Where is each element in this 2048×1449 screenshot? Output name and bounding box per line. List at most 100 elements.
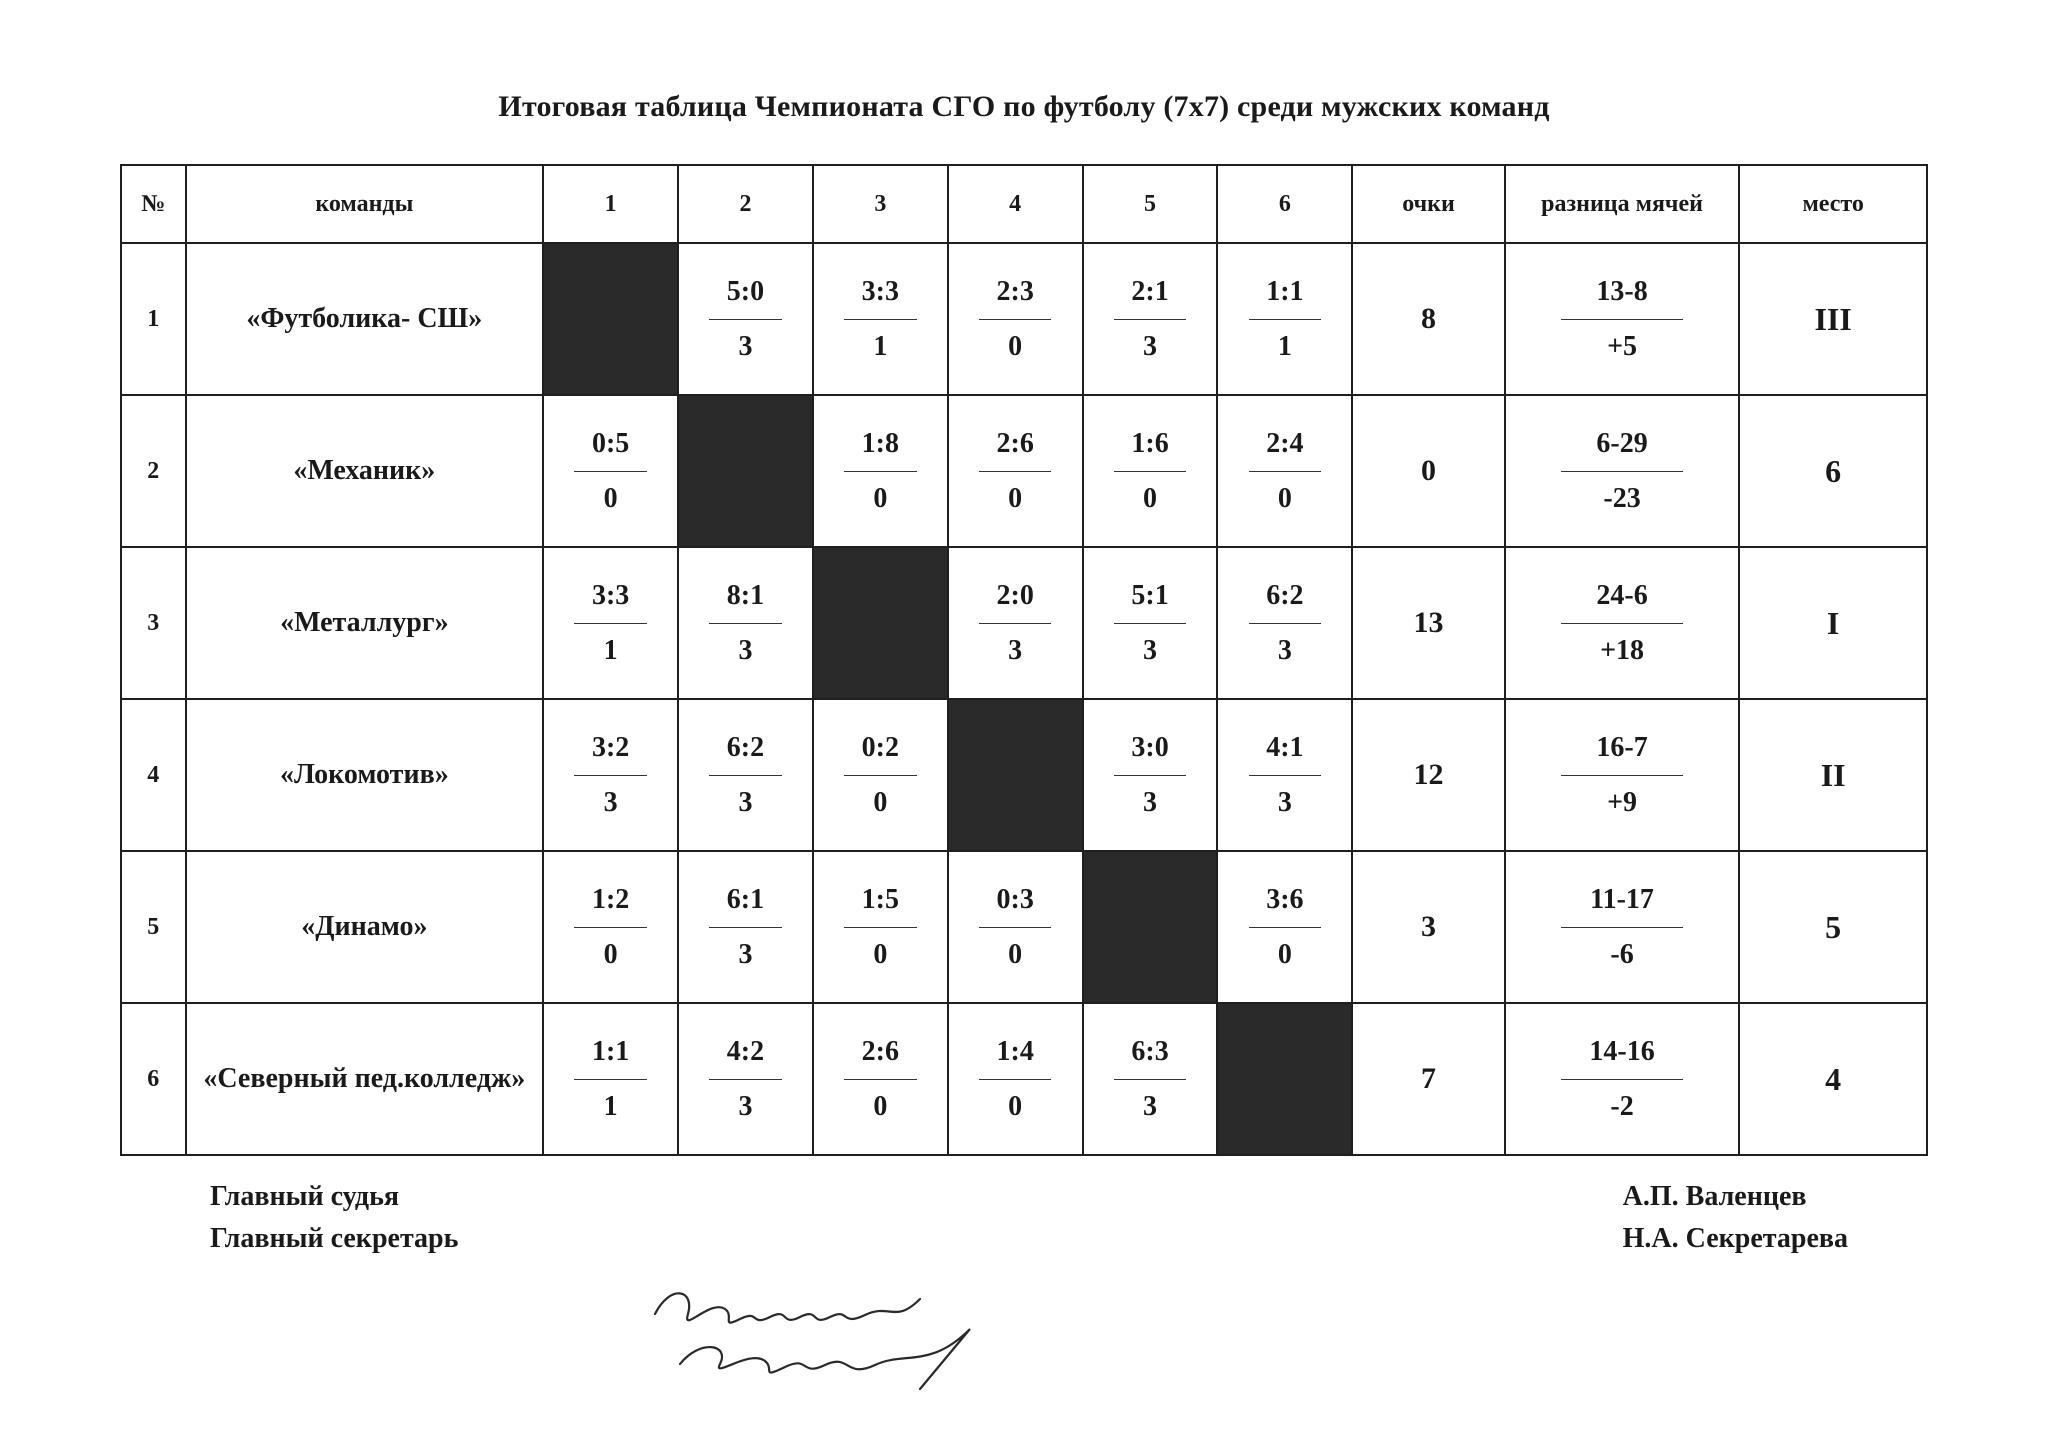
match-cell: 1:2 0 (543, 851, 678, 1003)
match-score: 6:2 (1266, 579, 1303, 613)
match-cell: 2:40 (1217, 395, 1352, 547)
match-points: 3 (1143, 1090, 1157, 1124)
match-points: 1 (873, 330, 887, 364)
table-row: 5«Динамо»1:206:131:500:303:60311-17-65 (121, 851, 1927, 1003)
table-row: 6«Северный пед.колледж»1:114:232:601:406… (121, 1003, 1927, 1155)
match-cell: 4:13 (1217, 699, 1352, 851)
match-points: 0 (873, 1090, 887, 1124)
match-points: 0 (604, 938, 618, 972)
goals-for-against: 6-29 (1596, 427, 1647, 461)
match-points: 0 (1008, 938, 1022, 972)
total-points: 12 (1352, 699, 1504, 851)
match-cell: 5:03 (678, 243, 813, 395)
diagonal-cell (1217, 1003, 1352, 1155)
match-score: 0:2 (862, 731, 899, 765)
header-col-1: 1 (543, 165, 678, 243)
match-score: 1:1 (592, 1035, 629, 1069)
match-cell: 2:6 0 (948, 395, 1083, 547)
match-points: 0 (604, 482, 618, 516)
match-score: 1:2 (592, 883, 629, 917)
match-cell: 0:20 (813, 699, 948, 851)
match-score: 3:0 (1131, 731, 1168, 765)
place: II (1739, 699, 1927, 851)
match-score: 1:6 (1131, 427, 1168, 461)
match-score: 3:2 (592, 731, 629, 765)
match-cell: 5:13 (1083, 547, 1218, 699)
match-cell: 2:30 (948, 243, 1083, 395)
team-name: «Локомотив» (186, 699, 544, 851)
match-score: 2:4 (1266, 427, 1303, 461)
header-teams: команды (186, 165, 544, 243)
goal-diff: 6-29 -23 (1505, 395, 1740, 547)
row-number: 2 (121, 395, 186, 547)
match-cell: 3:2 3 (543, 699, 678, 851)
goals-for-against: 16-7 (1596, 731, 1647, 765)
place: 4 (1739, 1003, 1927, 1155)
match-cell: 0:30 (948, 851, 1083, 1003)
goal-diff: 24-6 +18 (1505, 547, 1740, 699)
match-points: 3 (738, 938, 752, 972)
match-score: 3:3 (592, 579, 629, 613)
row-number: 1 (121, 243, 186, 395)
team-name: «Динамо» (186, 851, 544, 1003)
match-cell: 2:03 (948, 547, 1083, 699)
footer: Главный судья Главный секретарь А.П. Вал… (120, 1181, 1928, 1255)
match-points: 3 (1143, 330, 1157, 364)
table-row: 3«Металлург»3:318:132:035:136:231324-6+1… (121, 547, 1927, 699)
match-score: 4:2 (727, 1035, 764, 1069)
match-points: 3 (738, 1090, 752, 1124)
match-score: 2:6 (997, 427, 1034, 461)
diagonal-cell (678, 395, 813, 547)
goal-diff-value: -6 (1610, 938, 1633, 972)
match-points: 3 (1008, 634, 1022, 668)
goals-for-against: 11-17 (1590, 883, 1654, 917)
header-col-2: 2 (678, 165, 813, 243)
place: 5 (1739, 851, 1927, 1003)
standings-table: № команды 1 2 3 4 5 6 очки разница мячей… (120, 164, 1928, 1156)
match-cell: 1:40 (948, 1003, 1083, 1155)
goal-diff: 14-16-2 (1505, 1003, 1740, 1155)
goal-diff-value: +9 (1607, 786, 1637, 820)
row-number: 4 (121, 699, 186, 851)
match-cell: 3:3 1 (813, 243, 948, 395)
match-points: 3 (738, 330, 752, 364)
goal-diff-value: -23 (1603, 482, 1640, 516)
header-col-5: 5 (1083, 165, 1218, 243)
total-points: 7 (1352, 1003, 1504, 1155)
match-score: 6:3 (1131, 1035, 1168, 1069)
diagonal-cell (1083, 851, 1218, 1003)
match-points: 3 (738, 634, 752, 668)
match-points: 0 (1008, 1090, 1022, 1124)
match-score: 1:5 (862, 883, 899, 917)
match-score: 8:1 (727, 579, 764, 613)
match-points: 1 (1278, 330, 1292, 364)
match-score: 3:3 (862, 275, 899, 309)
match-cell: 4:2 3 (678, 1003, 813, 1155)
goals-for-against: 24-6 (1596, 579, 1647, 613)
goal-diff: 11-17 -6 (1505, 851, 1740, 1003)
goal-diff: 16-7 +9 (1505, 699, 1740, 851)
total-points: 0 (1352, 395, 1504, 547)
judge-label: Главный судья (210, 1181, 458, 1213)
match-points: 0 (1278, 938, 1292, 972)
match-points: 3 (738, 786, 752, 820)
match-points: 0 (1008, 482, 1022, 516)
match-cell: 3:31 (543, 547, 678, 699)
row-number: 3 (121, 547, 186, 699)
match-cell: 3:03 (1083, 699, 1218, 851)
match-cell: 0:50 (543, 395, 678, 547)
header-col-6: 6 (1217, 165, 1352, 243)
diagonal-cell (948, 699, 1083, 851)
header-points: очки (1352, 165, 1504, 243)
match-points: 3 (604, 786, 618, 820)
header-col-3: 3 (813, 165, 948, 243)
place: I (1739, 547, 1927, 699)
match-score: 1:1 (1266, 275, 1303, 309)
goal-diff-value: -2 (1610, 1090, 1633, 1124)
team-name: «Футболика- СШ» (186, 243, 544, 395)
match-points: 3 (1143, 634, 1157, 668)
row-number: 5 (121, 851, 186, 1003)
goal-diff-value: +18 (1600, 634, 1644, 668)
secretary-label: Главный секретарь (210, 1223, 458, 1255)
table-row: 1«Футболика- СШ»5:033:312:302:131:11813-… (121, 243, 1927, 395)
